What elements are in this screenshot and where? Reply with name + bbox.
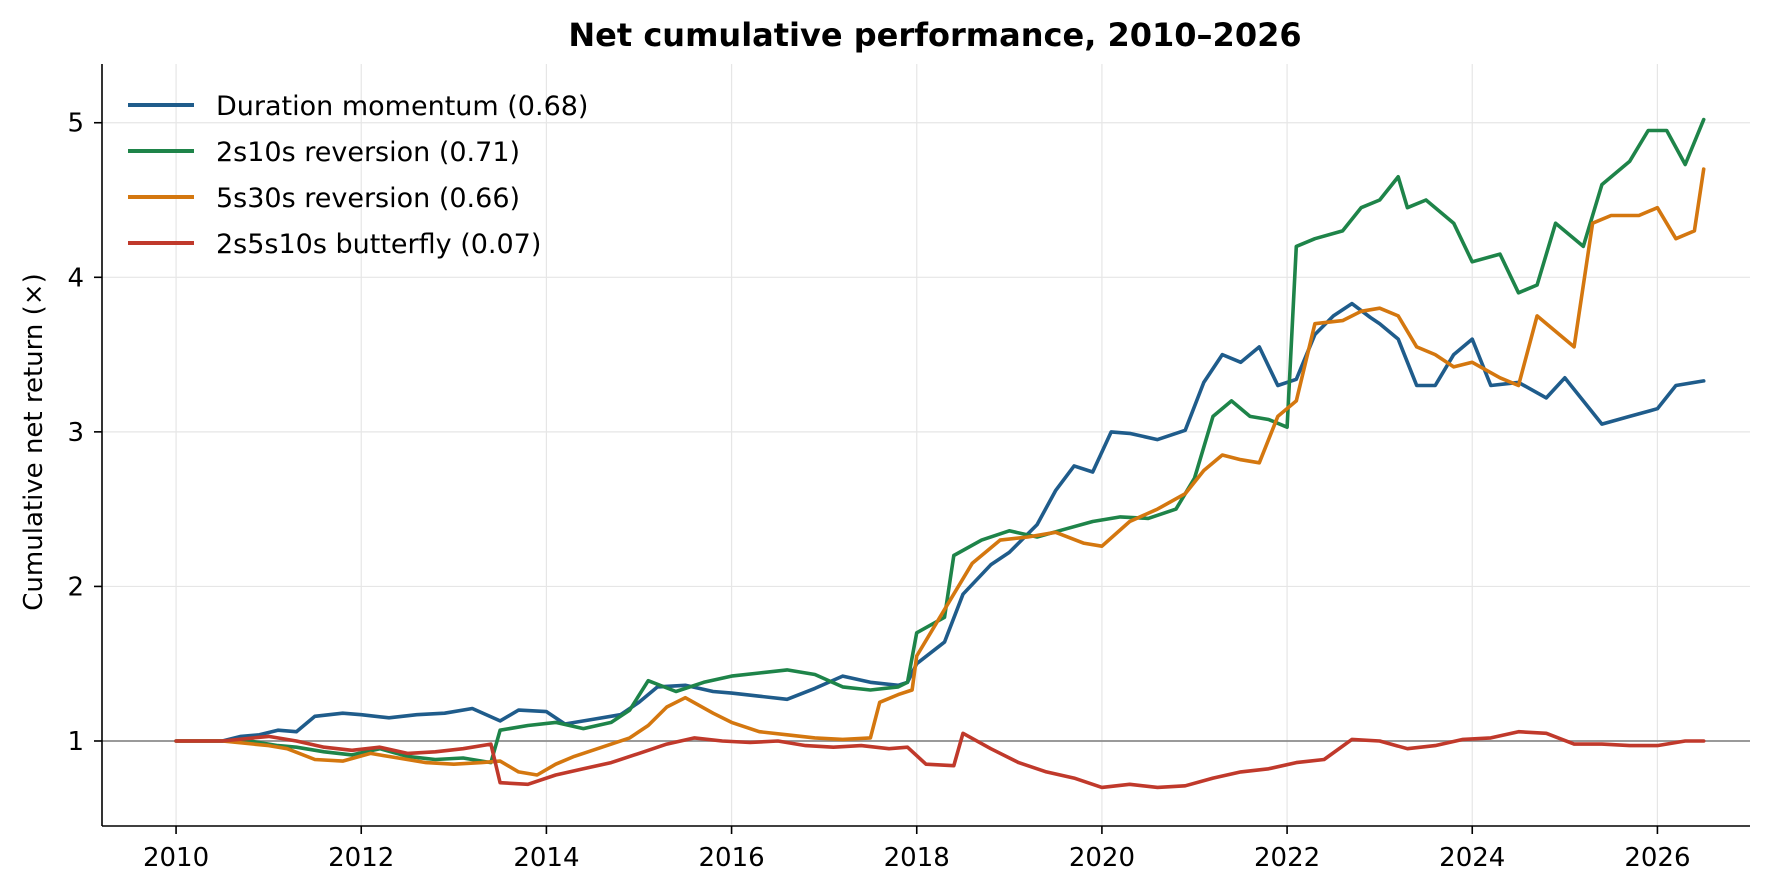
x-tick-label-2: 2014 [513, 843, 579, 873]
series-group [174, 117, 1706, 790]
legend-label-2: 5s30s reversion (0.66) [216, 183, 520, 214]
y-tick-label-1: 2 [67, 572, 84, 602]
legend: Duration momentum (0.68) 2s10s reversion … [128, 91, 588, 260]
x-tick-label-4: 2018 [884, 843, 950, 873]
x-tick-label-0: 2010 [143, 843, 209, 873]
x-tick-label-7: 2024 [1439, 843, 1505, 873]
legend-label-3: 2s5s10s butterfly (0.07) [216, 229, 541, 260]
y-tick-label-4: 5 [67, 109, 84, 139]
x-tick-label-6: 2022 [1254, 843, 1320, 873]
series-line-3 [174, 729, 1706, 790]
tick-labels: 2010 2012 2014 2016 2018 2020 2022 2024 2026 1 2 3 4… [67, 109, 1690, 873]
y-tick-label-2: 3 [67, 418, 84, 448]
legend-label-1: 2s10s reversion (0.71) [216, 137, 520, 168]
y-tick-label-0: 1 [67, 727, 84, 757]
y-tick-label-3: 4 [67, 263, 84, 293]
x-tick-label-5: 2020 [1069, 843, 1135, 873]
x-tick-label-1: 2012 [328, 843, 394, 873]
axes [94, 64, 1750, 834]
y-axis-title: Cumulative net return (×) [19, 273, 49, 610]
x-tick-label-8: 2026 [1624, 843, 1690, 873]
series-line-2 [174, 167, 1706, 777]
x-tick-label-3: 2016 [698, 843, 764, 873]
chart-title: Net cumulative performance, 2010–2026 [568, 16, 1301, 54]
grid [102, 64, 1750, 826]
series-line-0 [174, 301, 1706, 743]
legend-label-0: Duration momentum (0.68) [216, 91, 588, 122]
series-line-1 [174, 117, 1706, 765]
